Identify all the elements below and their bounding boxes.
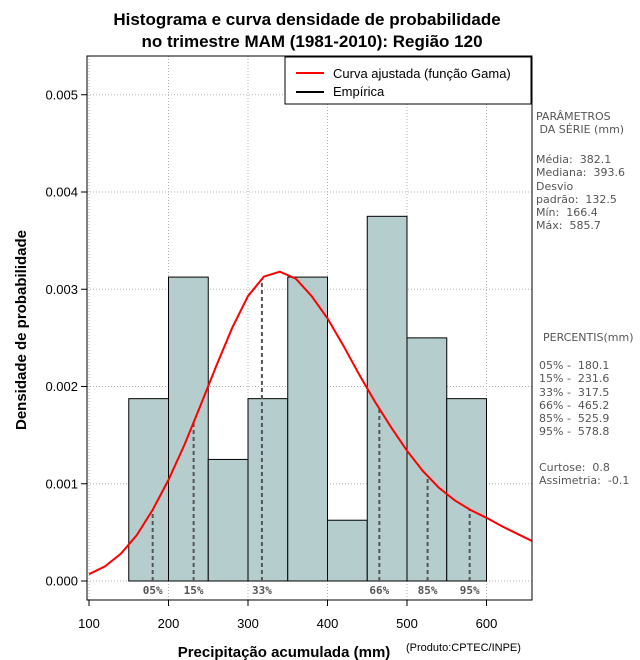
legend-curve-label: Curva ajustada (função Gama) bbox=[333, 66, 511, 81]
x-axis: 100 200 300 400 500 600 bbox=[78, 599, 498, 631]
percentis-values: 05% - 180.1 15% - 231.6 33% - 317.5 66% … bbox=[539, 359, 610, 439]
y-tick-label: 0.004 bbox=[45, 185, 78, 200]
y-tick-label: 0.001 bbox=[45, 476, 78, 491]
x-tick-label: 500 bbox=[396, 616, 418, 631]
y-axis: 0.000 0.001 0.002 0.003 0.004 0.005 bbox=[45, 87, 88, 589]
histogram-bar bbox=[247, 398, 289, 582]
histogram-bar bbox=[446, 398, 487, 582]
y-axis-label: Densidade de probabilidade bbox=[13, 230, 30, 430]
histogram-bars bbox=[128, 215, 487, 582]
gamma-curve bbox=[88, 270, 532, 576]
histogram-bar bbox=[207, 458, 249, 582]
histogram-bar bbox=[327, 519, 368, 582]
legend-box bbox=[284, 56, 532, 105]
shape-values: Curtose: 0.8 Assimetria: -0.1 bbox=[539, 461, 630, 488]
histogram-bar bbox=[128, 398, 169, 582]
percentile-lines: 05% 15% 33% 66% 85% 95% bbox=[143, 279, 480, 597]
x-tick-label: 600 bbox=[476, 616, 498, 631]
percentile-label: 85% bbox=[418, 584, 438, 597]
y-tick-label: 0.002 bbox=[45, 379, 78, 394]
params-title: PARÂMETROS DA SÉRIE (mm) bbox=[536, 110, 625, 137]
params-values: Média: 382.1 Mediana: 393.6 Desvio padrã… bbox=[536, 153, 625, 233]
gamma-curve-group bbox=[88, 270, 532, 576]
chart-title-line-2: no trimestre MAM (1981-2010): Região 120 bbox=[141, 32, 482, 51]
percentis-title: PERCENTIS(mm) bbox=[543, 331, 634, 344]
legend-empirical-label: Empírica bbox=[333, 84, 385, 99]
legend: Curva ajustada (função Gama) Empírica bbox=[284, 56, 532, 105]
percentile-label: 66% bbox=[369, 584, 389, 597]
product-credit: (Produto:CPTEC/INPE) bbox=[406, 642, 521, 654]
x-tick-label: 400 bbox=[317, 616, 339, 631]
chart-title-line-1: Histograma e curva densidade de probabil… bbox=[113, 10, 500, 29]
percentile-label: 15% bbox=[184, 584, 204, 597]
y-tick-label: 0.005 bbox=[45, 87, 78, 102]
x-tick-label: 300 bbox=[237, 616, 259, 631]
percentile-label: 33% bbox=[252, 584, 272, 597]
x-axis-label: Precipitação acumulada (mm) bbox=[178, 644, 391, 660]
x-tick-label: 100 bbox=[78, 616, 100, 631]
percentile-label: 05% bbox=[143, 584, 163, 597]
x-tick-label: 200 bbox=[158, 616, 180, 631]
percentile-label: 95% bbox=[460, 584, 480, 597]
histogram-bar bbox=[168, 276, 209, 582]
histogram-bar bbox=[287, 276, 328, 582]
y-tick-label: 0.000 bbox=[45, 574, 78, 589]
y-tick-label: 0.003 bbox=[45, 282, 78, 297]
